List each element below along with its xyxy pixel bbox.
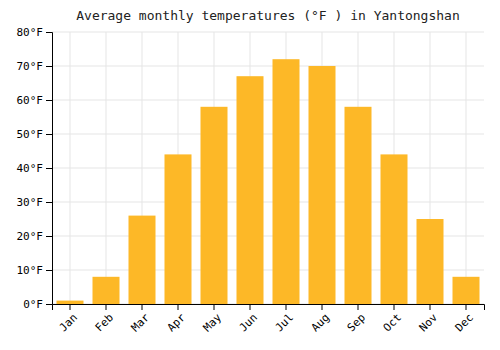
bar xyxy=(201,107,228,304)
x-tick-mark xyxy=(142,304,143,310)
y-tick-label: 50°F xyxy=(17,128,44,141)
x-tick-label: Oct xyxy=(381,311,404,334)
y-tick: 30°F xyxy=(17,196,53,209)
title: Average monthly temperatures (°F ) in Ya… xyxy=(76,8,460,23)
x-tick-label: Nov xyxy=(417,311,441,335)
plot: Jan Feb Mar Apr May Jun Jul Aug Sep Oct Nov Dec 0°F 1… xyxy=(17,26,485,334)
x-tick: Jan xyxy=(57,304,80,334)
y-axis: 0°F 10°F 20°F 30°F 40°F 50°F 60°F 70°F 80°F xyxy=(17,26,53,311)
y-tick-label: 10°F xyxy=(17,264,44,277)
x-tick-mark xyxy=(430,304,431,310)
grid-line-y xyxy=(52,66,484,67)
y-axis-line xyxy=(46,33,53,305)
grid-line-y xyxy=(52,134,484,135)
y-tick: 0°F xyxy=(23,298,52,311)
y-tick-mark xyxy=(46,134,52,135)
bar xyxy=(93,277,120,304)
x-tick-label: Jul xyxy=(273,311,296,334)
x-tick: Aug xyxy=(309,304,332,334)
x-tick-label: Jun xyxy=(237,311,260,334)
x-tick: Oct xyxy=(381,304,404,334)
y-tick: 70°F xyxy=(17,60,53,73)
grid-line-x xyxy=(106,32,107,304)
x-tick-label: May xyxy=(201,311,225,335)
x-tick-mark xyxy=(286,304,287,310)
bar xyxy=(57,301,84,304)
bar xyxy=(165,154,192,304)
bar xyxy=(129,216,156,304)
x-tick: May xyxy=(201,304,225,334)
x-tick: Sep xyxy=(345,304,368,334)
grid xyxy=(52,32,484,304)
x-tick-mark xyxy=(358,304,359,310)
x-tick-mark xyxy=(106,304,107,310)
bar xyxy=(417,219,444,304)
bar xyxy=(237,76,264,304)
x-tick: Feb xyxy=(93,304,116,334)
y-tick-label: 70°F xyxy=(17,60,44,73)
chart: Jan Feb Mar Apr May Jun Jul Aug Sep Oct Nov Dec 0°F 1… xyxy=(0,0,500,350)
x-tick: Jun xyxy=(237,304,260,334)
grid-line-y xyxy=(52,202,484,203)
y-tick-label: 0°F xyxy=(23,298,43,311)
x-tick-label: Dec xyxy=(453,311,476,334)
y-tick: 60°F xyxy=(17,94,53,107)
bars xyxy=(57,59,480,304)
y-tick-mark xyxy=(46,236,52,237)
y-tick-label: 20°F xyxy=(17,230,44,243)
x-tick-label: Feb xyxy=(93,311,116,334)
grid-line-x xyxy=(70,32,71,304)
x-tick-label: Jan xyxy=(57,311,80,334)
x-tick: Mar xyxy=(129,304,153,334)
bar xyxy=(309,66,336,304)
x-tick-label: Sep xyxy=(345,311,368,334)
x-tick: Nov xyxy=(417,304,441,334)
x-tick-mark xyxy=(70,304,71,310)
bar xyxy=(453,277,480,304)
x-tick-mark xyxy=(466,304,467,310)
x-tick-mark xyxy=(178,304,179,310)
bar xyxy=(381,154,408,304)
x-tick-mark xyxy=(250,304,251,310)
y-tick-mark xyxy=(46,270,52,271)
bar xyxy=(345,107,372,304)
x-tick-label: Apr xyxy=(165,311,189,335)
x-tick-label: Mar xyxy=(129,311,153,335)
x-tick-label: Aug xyxy=(309,311,332,334)
y-tick-label: 40°F xyxy=(17,162,44,175)
y-tick: 40°F xyxy=(17,162,53,175)
y-tick: 10°F xyxy=(17,264,53,277)
y-tick-mark xyxy=(46,100,52,101)
x-axis: Jan Feb Mar Apr May Jun Jul Aug Sep Oct Nov Dec xyxy=(53,304,485,334)
y-tick-mark xyxy=(46,202,52,203)
y-tick-mark xyxy=(46,168,52,169)
y-tick-mark xyxy=(46,304,52,305)
y-tick-mark xyxy=(46,66,52,67)
y-tick-mark xyxy=(46,32,52,33)
y-tick-label: 30°F xyxy=(17,196,44,209)
x-tick: Apr xyxy=(165,304,189,334)
y-tick-label: 60°F xyxy=(17,94,44,107)
y-tick-label: 80°F xyxy=(17,26,44,39)
x-axis-line xyxy=(53,305,485,311)
x-tick: Dec xyxy=(453,304,476,334)
y-tick: 20°F xyxy=(17,230,53,243)
grid-line-y xyxy=(52,168,484,169)
x-tick-mark xyxy=(322,304,323,310)
x-tick: Jul xyxy=(273,304,296,334)
bar xyxy=(273,59,300,304)
x-tick-mark xyxy=(394,304,395,310)
y-tick: 50°F xyxy=(17,128,53,141)
y-tick: 80°F xyxy=(17,26,53,39)
grid-line-y xyxy=(52,100,484,101)
grid-line-x xyxy=(466,32,467,304)
x-tick-mark xyxy=(214,304,215,310)
grid-line-y xyxy=(52,32,484,33)
